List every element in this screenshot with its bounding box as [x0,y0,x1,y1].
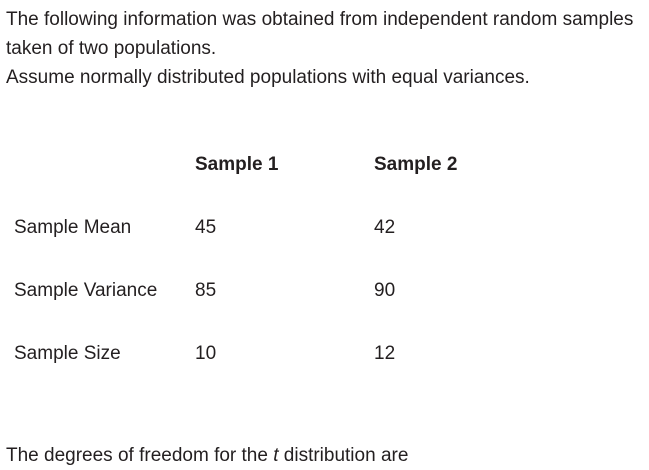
intro-line-2: taken of two populations. [6,38,217,59]
intro-line-1: The following information was obtained f… [6,9,634,30]
question-prompt-prefix: The degrees of freedom for the [6,445,274,466]
samples-table: Sample 1 Sample 2 Sample Mean 45 42 Samp… [14,150,649,368]
sample-variance-value-1: 85 [195,280,217,301]
question-prompt: The degrees of freedom for the t distrib… [6,441,408,470]
question-intro: The following information was obtained f… [0,0,649,92]
column-header-sample-2: Sample 2 [374,154,458,175]
sample-mean-value-2: 42 [374,217,396,238]
sample-mean-value-1: 45 [195,217,217,238]
table-corner-blank [14,150,195,179]
intro-line-3: Assume normally distributed populations … [6,67,530,88]
row-label-sample-mean: Sample Mean [14,217,132,238]
sample-variance-value-2: 90 [374,280,396,301]
sample-size-value-1: 10 [195,343,217,364]
column-header-sample-1: Sample 1 [195,154,279,175]
question-prompt-suffix: distribution are [278,445,409,466]
row-label-sample-size: Sample Size [14,343,121,364]
t-distribution-symbol: t [273,445,279,466]
row-label-sample-variance: Sample Variance [14,280,158,301]
sample-size-value-2: 12 [374,343,396,364]
